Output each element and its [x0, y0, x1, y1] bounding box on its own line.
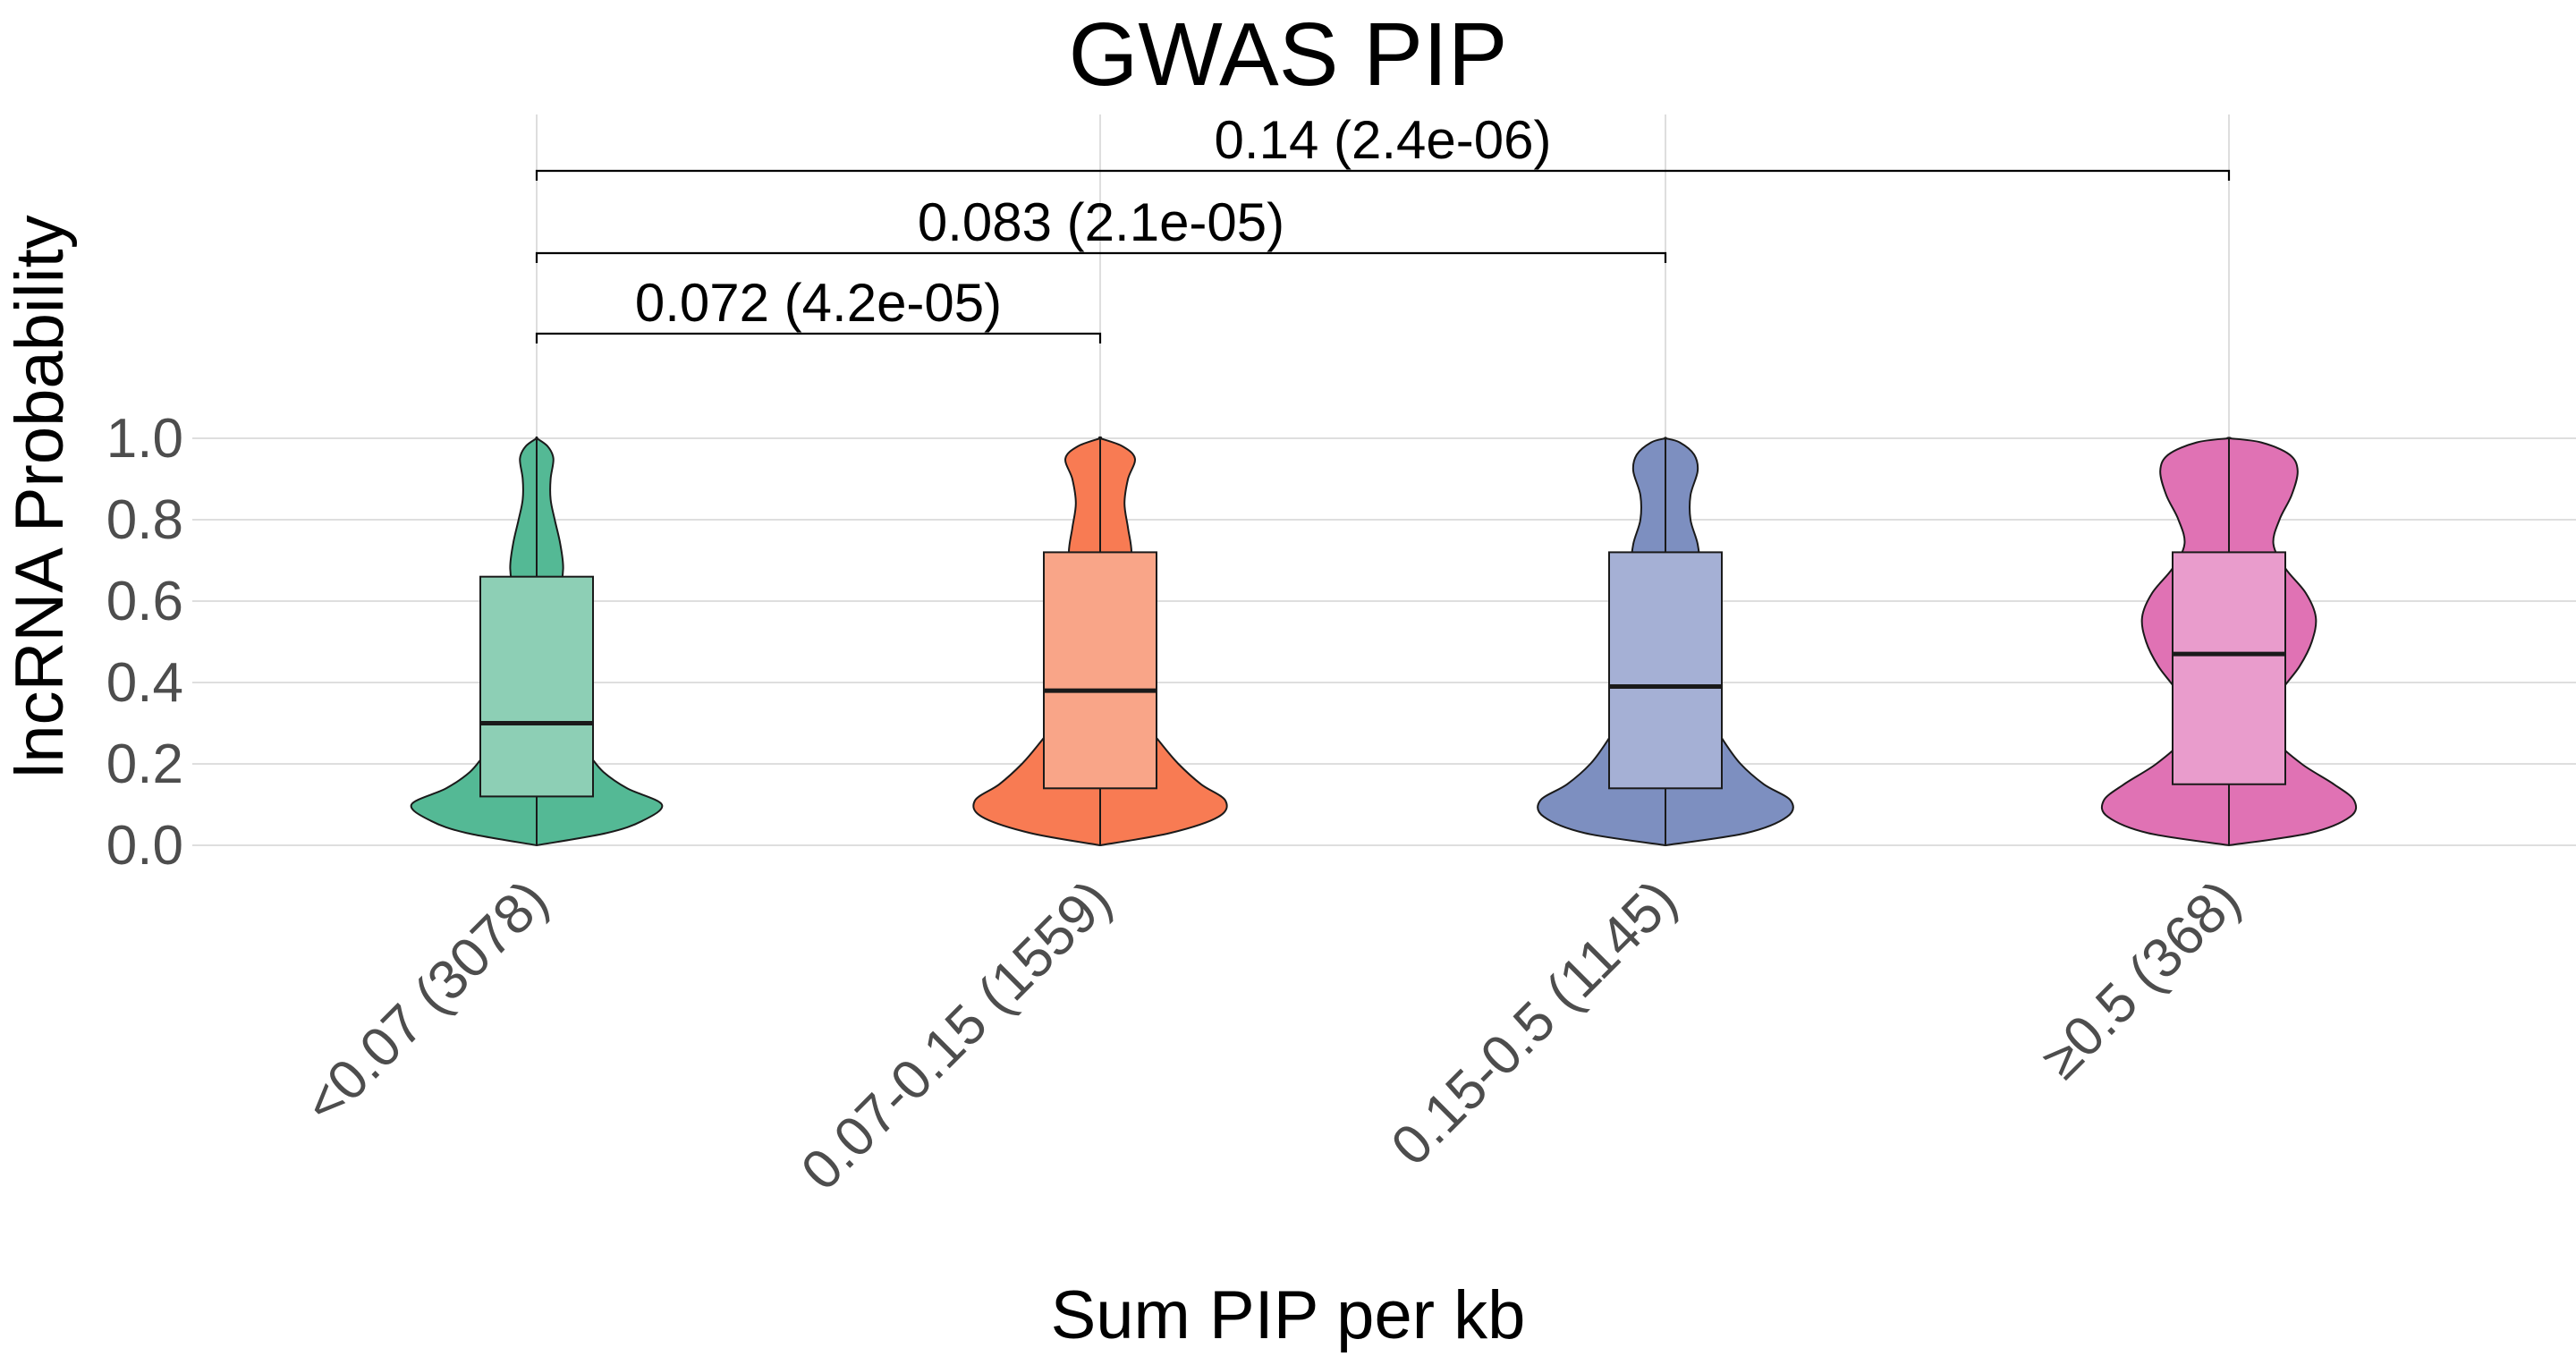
box-0 — [479, 575, 594, 798]
x-tick-label: ≥0.5 (368) — [2030, 869, 2252, 1090]
box-3 — [2172, 551, 2286, 785]
bracket-label-1: 0.083 (2.1e-05) — [918, 192, 1284, 252]
comparison-brackets: 0.072 (4.2e-05) 0.083 (2.1e-05) 0.14 (2.4e… — [535, 110, 2231, 343]
bracket-line-1 — [535, 251, 1667, 263]
chart-title: GWAS PIP — [1069, 4, 1508, 105]
y-tick-label: 0.8 — [106, 489, 183, 551]
y-tick-label: 0.4 — [106, 652, 183, 714]
y-axis-title: lncRNA Probability — [2, 215, 78, 777]
x-tick-label: 0.15-0.5 (1145) — [1380, 869, 1689, 1177]
bracket-label-0: 0.072 (4.2e-05) — [635, 273, 1002, 333]
box-2 — [1608, 551, 1723, 790]
box-1 — [1043, 551, 1157, 790]
bracket-line-0 — [535, 332, 1102, 343]
y-tick-label: 0.2 — [106, 733, 183, 795]
x-tick-label: 0.07-0.15 (1559) — [790, 869, 1123, 1202]
x-axis-title: Sum PIP per kb — [1051, 1277, 1526, 1353]
y-tick-label: 0.6 — [106, 571, 183, 632]
bracket-label-2: 0.14 (2.4e-06) — [1215, 110, 1552, 170]
violin-group — [410, 436, 2358, 847]
y-tick-label: 0.0 — [106, 815, 183, 877]
y-tick-label: 1.0 — [106, 408, 183, 470]
bracket-line-2 — [535, 169, 2231, 181]
x-tick-label: <0.07 (3078) — [292, 869, 560, 1136]
